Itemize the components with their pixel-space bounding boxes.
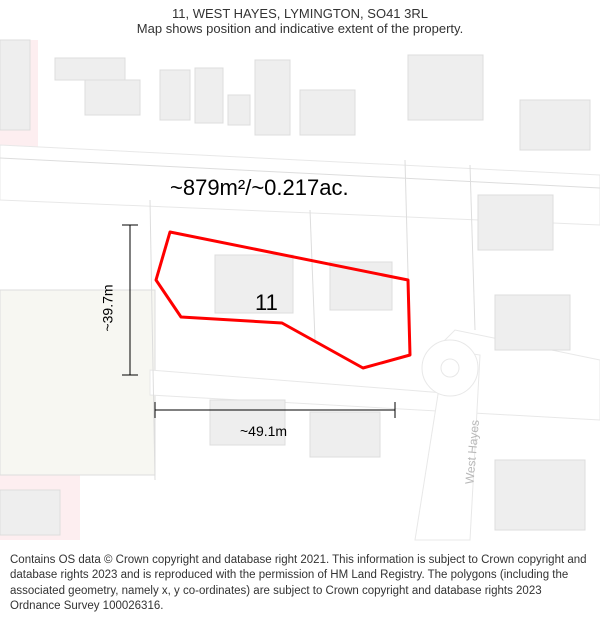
map-subtitle: Map shows position and indicative extent… (10, 21, 590, 36)
area-measurement: ~879m²/~0.217ac. (170, 175, 349, 201)
width-dimension: ~49.1m (240, 423, 287, 439)
copyright-footer: Contains OS data © Crown copyright and d… (0, 547, 600, 625)
plot-number-label: 11 (255, 290, 278, 316)
height-dimension: ~39.7m (100, 284, 116, 331)
property-address: 11, WEST HAYES, LYMINGTON, SO41 3RL (10, 6, 590, 21)
map-header: 11, WEST HAYES, LYMINGTON, SO41 3RL Map … (0, 0, 600, 38)
property-map (0, 0, 600, 545)
